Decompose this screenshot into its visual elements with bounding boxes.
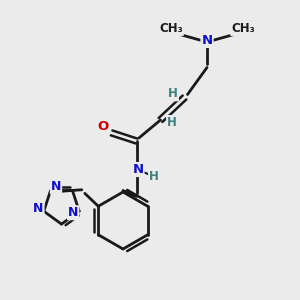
Text: H: H bbox=[167, 116, 177, 129]
Text: H: H bbox=[149, 169, 159, 183]
Text: H: H bbox=[168, 87, 178, 101]
Text: O: O bbox=[98, 120, 109, 134]
Text: N: N bbox=[33, 202, 43, 215]
Text: N: N bbox=[132, 163, 144, 176]
Text: N: N bbox=[51, 180, 61, 194]
Text: CH₃: CH₃ bbox=[159, 22, 183, 35]
Text: N: N bbox=[68, 206, 78, 219]
Text: CH₃: CH₃ bbox=[231, 22, 255, 35]
Text: N: N bbox=[201, 34, 213, 47]
